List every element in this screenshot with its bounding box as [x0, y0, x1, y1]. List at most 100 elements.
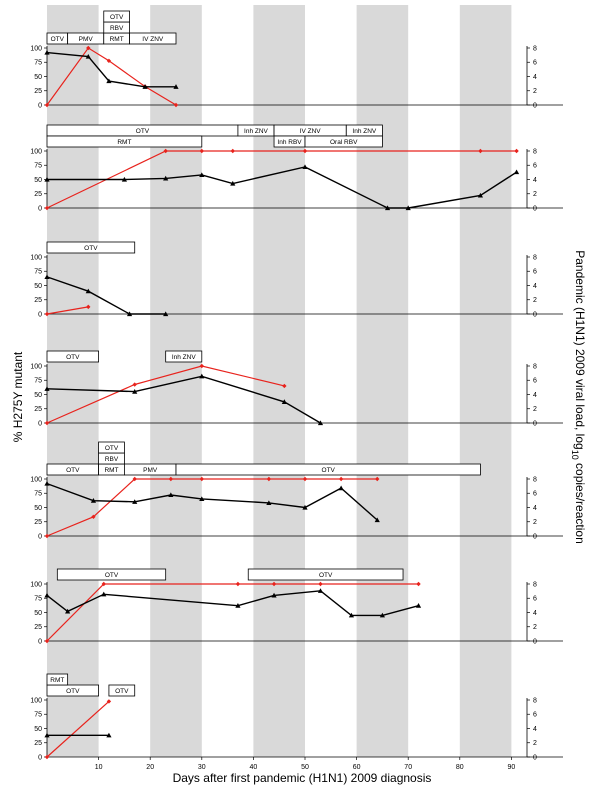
x-tick-label: 70 — [404, 764, 412, 771]
x-tick-label: 20 — [146, 764, 154, 771]
treatment-label: OTV — [66, 354, 80, 361]
treatment-label: OTV — [105, 445, 119, 452]
left-tick-label: 100 — [30, 581, 42, 588]
right-y-axis-title: Pandemic (H1N1) 2009 viral load, log10 c… — [570, 250, 587, 544]
left-tick-label: 50 — [34, 726, 42, 733]
mutant-point — [281, 399, 287, 404]
treatment-bar — [46, 135, 203, 148]
left-tick-label: 75 — [34, 163, 42, 170]
mutant-point — [374, 517, 380, 523]
treatment-bar — [98, 441, 125, 454]
mutant-point — [168, 492, 174, 498]
right-tick-label: 6 — [533, 60, 537, 67]
shaded-band-4 — [459, 5, 512, 757]
viral-load-point — [44, 533, 50, 539]
treatment-label: RMT — [50, 677, 64, 684]
left-tick-label: 100 — [30, 476, 42, 483]
mutant-point — [163, 311, 169, 317]
mutant-point — [199, 373, 205, 379]
right-tick-label: 2 — [533, 88, 537, 95]
viral-load-point — [44, 311, 50, 317]
x-tick-label: 30 — [198, 764, 206, 771]
x-tick-label: 50 — [301, 764, 309, 771]
right-tick-label: 8 — [533, 148, 537, 155]
right-tick-label: 0 — [533, 311, 537, 318]
mutant-point — [173, 84, 179, 89]
panel-5: 0 25 50 75 100 0 2 4 6 8 OTV RMT RBV OTV PMV OTV — [30, 441, 563, 540]
viral-load-point — [235, 581, 241, 587]
left-tick-label: 25 — [34, 740, 42, 747]
treatment-label: Inh ZNV — [244, 128, 269, 135]
left-tick-label: 50 — [34, 74, 42, 81]
mutant-point — [44, 176, 50, 182]
viral-load-point — [199, 363, 204, 369]
mutant-point — [44, 386, 50, 391]
treatment-label: IV ZNV — [300, 128, 322, 135]
mutant-point — [513, 169, 520, 175]
left-tick-label: 75 — [34, 269, 42, 276]
right-tick-label: 2 — [533, 297, 537, 304]
treatment-label: RBV — [110, 25, 124, 32]
mutant-point — [44, 592, 50, 598]
panel-6: 0 25 50 75 100 0 2 4 6 8 OTV OTV — [30, 568, 563, 645]
right-y-axis-title-part2: copies/reaction — [573, 460, 587, 544]
left-tick-label: 75 — [34, 712, 42, 719]
x-tick-label: 80 — [456, 764, 464, 771]
treatment-label: OTV — [136, 128, 150, 135]
mutant-point — [379, 612, 385, 618]
viral-load-line — [46, 583, 419, 642]
left-tick-label: 25 — [34, 519, 42, 526]
treatment-label: OTV — [110, 14, 124, 21]
viral-load-point — [302, 148, 308, 154]
right-tick-label: 4 — [533, 610, 537, 617]
mutant-point — [163, 175, 169, 181]
mutant-point — [348, 612, 355, 618]
treatment-label: OTV — [115, 688, 129, 695]
viral-load-point — [375, 476, 380, 482]
mutant-point — [106, 732, 112, 738]
x-axis-title: Days after first pandemic (H1N1) 2009 di… — [173, 771, 432, 785]
right-tick-label: 2 — [533, 519, 537, 526]
treatment-label: OTV — [66, 688, 80, 695]
treatment-label: RMT — [117, 139, 131, 146]
left-tick-label: 100 — [30, 363, 42, 370]
viral-load-point — [106, 58, 112, 64]
treatment-label: RMT — [110, 36, 124, 43]
treatment-bar — [46, 350, 99, 363]
right-tick-label: 8 — [533, 581, 537, 588]
treatment-label: OTV — [51, 36, 65, 43]
right-tick-label: 0 — [533, 102, 537, 109]
x-tick-label: 90 — [508, 764, 516, 771]
mutant-point — [199, 496, 205, 502]
right-tick-label: 8 — [533, 363, 537, 370]
mutant-point — [384, 205, 391, 211]
mutant-point — [44, 49, 50, 55]
chart-panels: 0 25 50 75 100 0 2 4 6 8 OTV PMV RMT RBV OTV IV ZNV 0 25 5… — [30, 10, 563, 761]
right-y-axis-title-subscript: 10 — [570, 450, 580, 460]
treatment-label: PMV — [143, 467, 158, 474]
viral-load-point — [132, 476, 137, 482]
mutant-point — [106, 78, 112, 84]
viral-load-line — [46, 306, 89, 315]
left-tick-label: 25 — [34, 406, 42, 413]
right-tick-label: 4 — [533, 74, 537, 81]
viral-load-point — [44, 205, 50, 211]
x-tick-label: 10 — [95, 764, 103, 771]
mutant-point — [132, 389, 138, 394]
right-tick-label: 6 — [533, 378, 537, 385]
left-tick-label: 50 — [34, 505, 42, 512]
mutant-point — [230, 180, 236, 186]
left-tick-label: 100 — [30, 697, 42, 704]
mutant-point — [266, 500, 272, 506]
viral-load-point — [132, 382, 137, 387]
left-tick-label: 0 — [38, 205, 42, 212]
right-tick-label: 0 — [533, 533, 537, 540]
mutant-point — [101, 591, 107, 597]
right-tick-label: 2 — [533, 740, 537, 747]
shaded-day-bands — [47, 5, 512, 757]
mutant-point — [121, 176, 127, 182]
mutant-point — [405, 205, 411, 211]
right-tick-label: 6 — [533, 712, 537, 719]
right-tick-label: 6 — [533, 491, 537, 498]
mutant-point — [44, 274, 50, 280]
